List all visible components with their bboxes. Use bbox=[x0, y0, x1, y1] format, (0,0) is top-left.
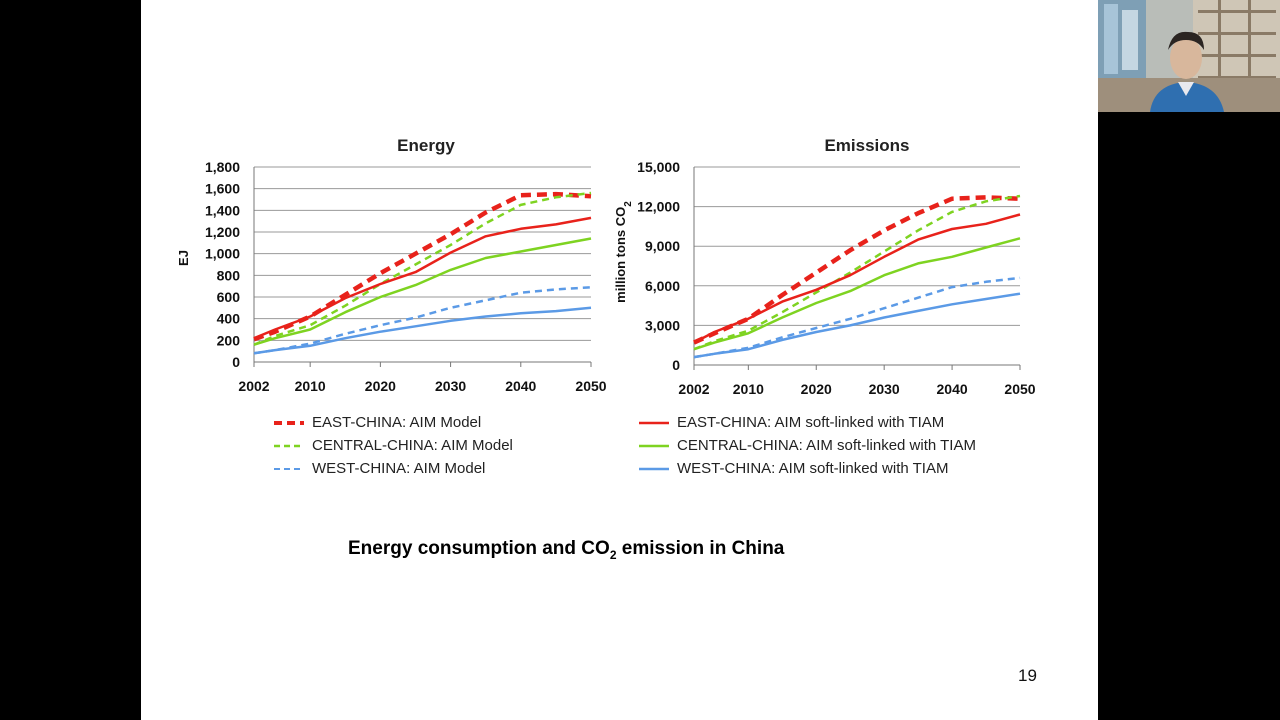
chart-0-series-east-dashed bbox=[253, 191, 592, 342]
chart-1-y-tick-label: 9,000 bbox=[645, 238, 680, 254]
slide bbox=[141, 0, 1098, 720]
chart-0-series-west-solid bbox=[253, 306, 592, 355]
chart-0-y-axis-label: EJ bbox=[176, 250, 191, 266]
legend-label: CENTRAL-CHINA: AIM Model bbox=[312, 437, 513, 454]
chart-0-series-east-solid bbox=[253, 216, 592, 340]
legend-swatch bbox=[274, 467, 304, 470]
legend-item-west-tiam: WEST-CHINA: AIM soft-linked with TIAM bbox=[637, 460, 948, 477]
legend-swatch bbox=[274, 420, 304, 425]
chart-1-series-east-dashed bbox=[693, 195, 1021, 345]
chart-1-y-tick-label: 15,000 bbox=[637, 159, 680, 175]
chart-0-y-tick-label: 1,200 bbox=[205, 224, 240, 240]
chart-1-series-west-dashed bbox=[693, 276, 1021, 359]
chart-1-series-central-dashed bbox=[693, 194, 1021, 351]
chart-0-x-tick-label: 2050 bbox=[575, 378, 606, 394]
chart-0-x-tick-label: 2040 bbox=[505, 378, 536, 394]
legend-item-east-tiam: EAST-CHINA: AIM soft-linked with TIAM bbox=[637, 414, 944, 431]
chart-0-x-tick-label: 2010 bbox=[295, 378, 326, 394]
chart-0-x-tick-label: 2030 bbox=[435, 378, 466, 394]
chart-0-y-tick-label: 600 bbox=[217, 289, 241, 305]
chart-1-y-axis-label: million tons CO2 bbox=[613, 201, 634, 303]
chart-0-y-tick-label: 800 bbox=[217, 267, 241, 283]
legend-label: EAST-CHINA: AIM soft-linked with TIAM bbox=[677, 414, 945, 431]
legend-item-central-aim: CENTRAL-CHINA: AIM Model bbox=[272, 437, 513, 454]
legend-item-east-aim: EAST-CHINA: AIM Model bbox=[272, 414, 481, 431]
chart-1-x-tick-label: 2050 bbox=[1004, 381, 1035, 397]
chart-1-x-tick-label: 2040 bbox=[937, 381, 968, 397]
chart-0-title: Energy bbox=[397, 136, 455, 155]
caption-text: Energy consumption and CO bbox=[348, 538, 610, 559]
participant-video-icon bbox=[1098, 0, 1280, 112]
chart-1-x-tick-label: 2030 bbox=[869, 381, 900, 397]
chart-1-y-tick-label: 3,000 bbox=[645, 317, 680, 333]
chart-0-y-tick-label: 1,600 bbox=[205, 181, 240, 197]
legend-swatch bbox=[639, 467, 669, 470]
chart-1-series-east-solid bbox=[693, 213, 1021, 344]
chart-1-y-tick-label: 6,000 bbox=[645, 278, 680, 294]
legend-swatch bbox=[639, 444, 669, 447]
chart-0-series-central-dashed bbox=[253, 191, 592, 346]
legend-label: EAST-CHINA: AIM Model bbox=[312, 414, 482, 431]
legend-label: WEST-CHINA: AIM soft-linked with TIAM bbox=[677, 460, 949, 477]
chart-1-x-tick-label: 2010 bbox=[733, 381, 764, 397]
chart-0-y-tick-label: 200 bbox=[217, 332, 241, 348]
chart-0-y-tick-label: 400 bbox=[217, 311, 241, 327]
chart-1-series-west-solid bbox=[693, 292, 1021, 359]
participant-video-thumbnail[interactable] bbox=[1098, 0, 1280, 112]
legend-swatch bbox=[639, 421, 669, 424]
chart-1-y-tick-label: 0 bbox=[672, 357, 680, 373]
legend-item-central-tiam: CENTRAL-CHINA: AIM soft-linked with TIAM bbox=[637, 437, 976, 454]
caption-text-end: emission in China bbox=[616, 538, 785, 559]
chart-0-y-tick-label: 0 bbox=[232, 354, 240, 370]
charts-canvas: Energy 0 200 400 600 800 1,000 1,200 1,400 1,600 1… bbox=[176, 136, 1036, 397]
caption-subscript: 2 bbox=[609, 547, 617, 562]
legend-label: WEST-CHINA: AIM Model bbox=[312, 460, 486, 477]
chart-1-title: Emissions bbox=[824, 136, 909, 155]
chart-0-x-tick-label: 2002 bbox=[238, 378, 269, 394]
slide-caption: Energy consumption and CO2 emission in C… bbox=[348, 538, 784, 562]
chart-0-x-tick-label: 2020 bbox=[365, 378, 396, 394]
legend-item-west-aim: WEST-CHINA: AIM Model bbox=[272, 460, 485, 477]
chart-0-y-tick-label: 1,400 bbox=[205, 202, 240, 218]
chart-0-series-central-solid bbox=[253, 237, 592, 346]
page-number: 19 bbox=[1018, 666, 1037, 685]
legend-label: CENTRAL-CHINA: AIM soft-linked with TIAM bbox=[677, 437, 976, 454]
chart-1-x-tick-label: 2020 bbox=[801, 381, 832, 397]
chart-0-y-tick-label: 1,800 bbox=[205, 159, 240, 175]
chart-0-y-tick-label: 1,000 bbox=[205, 246, 240, 262]
chart-1-y-tick-label: 12,000 bbox=[637, 199, 680, 215]
legend-swatch bbox=[274, 444, 304, 447]
chart-1-x-tick-label: 2002 bbox=[678, 381, 709, 397]
chart-1-series-central-solid bbox=[693, 237, 1021, 351]
